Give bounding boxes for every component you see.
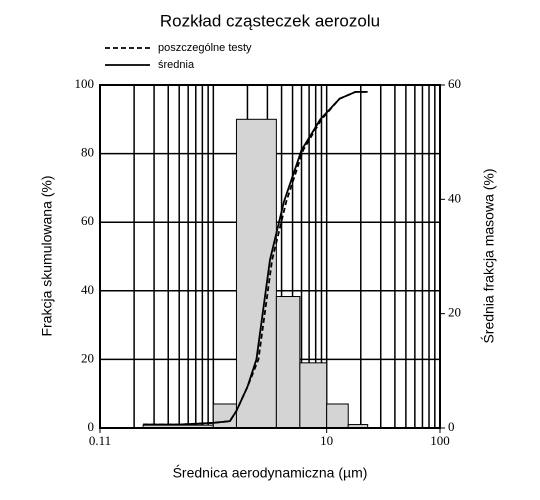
y-tick-label: 80: [81, 145, 94, 160]
y-tick-label: 0: [88, 419, 95, 434]
series-line: [143, 90, 368, 426]
y-axis-title: Frakcja skumulowana (%): [39, 175, 55, 336]
y-tick-label: 40: [81, 282, 94, 297]
x-tick-label: 0.11: [89, 433, 111, 448]
y2-axis-title: Średnia frakcja masowa (%): [480, 168, 497, 343]
x-axis-title: Średnica aerodynamiczna (µm): [173, 464, 368, 481]
histogram-bar: [326, 403, 349, 429]
histogram-bar: [275, 296, 301, 429]
y-tick-label: 100: [75, 76, 95, 91]
chart-title: Rozkład cząsteczek aerozolu: [160, 11, 380, 30]
y2-tick-label: 40: [448, 190, 461, 205]
legend-label: poszczególne testy: [158, 42, 252, 54]
y2-tick-label: 60: [448, 76, 461, 91]
x-tick-label: 100: [430, 433, 450, 448]
histogram-bar: [299, 362, 328, 429]
legend-label: średnia: [158, 59, 195, 71]
y-tick-label: 20: [81, 350, 94, 365]
y-tick-label: 60: [81, 213, 94, 228]
x-tick-label: 10: [320, 433, 333, 448]
plot-frame: [99, 84, 441, 429]
y2-tick-label: 0: [448, 419, 455, 434]
y2-tick-label: 20: [448, 305, 461, 320]
